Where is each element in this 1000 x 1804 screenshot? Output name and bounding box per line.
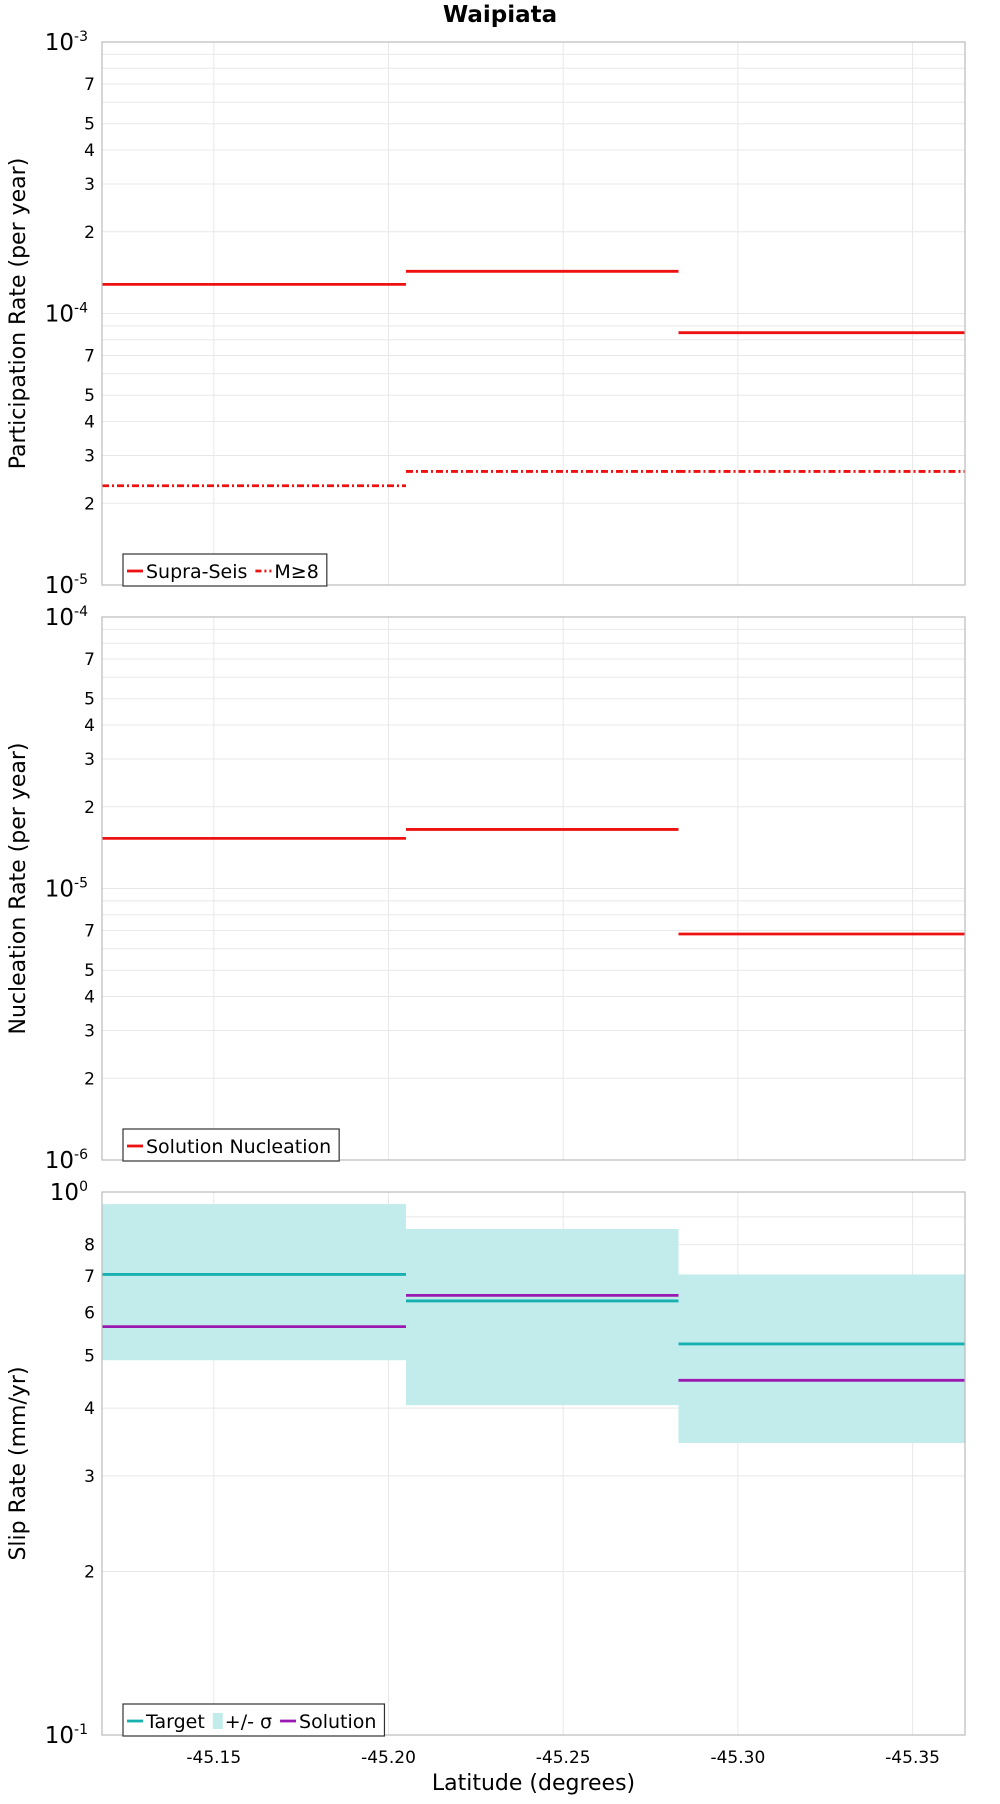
y-axis-label-nucleation: Nucleation Rate (per year) (6, 743, 31, 1035)
y-tick-label: 5 (84, 961, 95, 981)
y-tick-label: 7 (84, 650, 95, 670)
y-decade-base: 10 (45, 573, 74, 599)
y-tick-label: 6 (84, 1303, 95, 1323)
y-tick-label: 5 (84, 1346, 95, 1366)
legend-item-label: Target (145, 1711, 205, 1733)
y-decade-exponent: -3 (74, 29, 88, 45)
y-decade-label: 10-3 (45, 29, 88, 56)
y-tick-label: 3 (84, 175, 95, 195)
legend-box (122, 1128, 340, 1162)
y-decade-exponent: -1 (74, 1722, 88, 1738)
y-decade-label: 10-5 (45, 572, 88, 599)
sigma-band-segment (102, 1204, 406, 1361)
plot-frame-slip (101, 1191, 966, 1736)
y-tick-label: 3 (84, 1021, 95, 1041)
y-tick-label: 4 (84, 988, 95, 1008)
y-decade-label: 10-6 (45, 1147, 88, 1174)
legend-item-label: M≥8 (274, 561, 318, 583)
x-tick-label: -45.15 (186, 1748, 241, 1768)
legend-box (122, 553, 328, 587)
legend-item-label: Supra-Seis (146, 561, 247, 583)
legend-nucleation: Solution Nucleation (122, 1128, 340, 1162)
legend-participation: Supra-Seis M≥8 (122, 553, 328, 587)
y-decade-base: 10 (45, 877, 74, 903)
y-decade-label: 10-5 (45, 876, 88, 903)
y-decade-base: 10 (45, 605, 74, 631)
y-decade-exponent: -5 (74, 572, 88, 588)
y-tick-label: 4 (84, 716, 95, 736)
plot-frame-nucleation (101, 616, 966, 1161)
y-tick-label: 8 (84, 1236, 95, 1256)
y-decade-base: 10 (45, 30, 74, 56)
chart-title: Waipiata (443, 2, 557, 28)
y-tick-label: 7 (84, 922, 95, 942)
legend-item-label: Solution Nucleation (146, 1136, 331, 1158)
y-tick-label: 5 (84, 690, 95, 710)
x-tick-label: -45.35 (885, 1748, 940, 1768)
y-tick-label: 7 (84, 75, 95, 95)
x-tick-label: -45.30 (710, 1748, 765, 1768)
sigma-band-segment (405, 1228, 679, 1406)
y-tick-label: 7 (84, 1267, 95, 1287)
y-decade-label: 10-1 (45, 1722, 88, 1749)
y-decade-base: 10 (45, 1723, 74, 1749)
y-decade-label: 100 (50, 1179, 88, 1206)
x-tick-label: -45.20 (361, 1748, 416, 1768)
plot-frame-participation (101, 41, 966, 586)
y-tick-label: 2 (84, 494, 95, 514)
legend-item-label: Solution (299, 1711, 376, 1733)
legend-slip: Target +/- σ Solution (122, 1703, 386, 1737)
legend-box (122, 1703, 386, 1737)
y-decade-label: 10-4 (45, 604, 88, 631)
y-tick-label: 2 (84, 798, 95, 818)
y-tick-label: 7 (84, 347, 95, 367)
y-decade-label: 10-4 (45, 301, 88, 328)
y-tick-label: 3 (84, 1467, 95, 1487)
y-decade-base: 10 (45, 302, 74, 328)
y-axis-label-participation: Participation Rate (per year) (6, 158, 31, 470)
y-axis-label-slip: Slip Rate (mm/yr) (6, 1366, 31, 1560)
y-tick-label: 3 (84, 750, 95, 770)
x-axis-label: Latitude (degrees) (432, 1771, 635, 1796)
y-decade-exponent: -4 (74, 301, 88, 317)
y-tick-label: 2 (84, 1069, 95, 1089)
y-decade-base: 10 (50, 1180, 79, 1206)
y-decade-base: 10 (45, 1148, 74, 1174)
legend-item-label: +/- σ (225, 1711, 272, 1733)
x-tick-label: -45.25 (536, 1748, 591, 1768)
legend-swatch-band (212, 1713, 223, 1729)
y-tick-label: 4 (84, 141, 95, 161)
y-tick-label: 4 (84, 413, 95, 433)
y-tick-label: 3 (84, 446, 95, 466)
y-tick-label: 5 (84, 115, 95, 135)
y-decade-exponent: -5 (74, 876, 88, 892)
y-tick-label: 2 (84, 223, 95, 243)
y-decade-exponent: 0 (79, 1179, 88, 1195)
y-tick-label: 4 (84, 1399, 95, 1419)
y-decade-exponent: -4 (74, 604, 88, 620)
y-tick-label: 2 (84, 1563, 95, 1583)
sigma-band-segment (678, 1274, 965, 1443)
y-tick-label: 5 (84, 386, 95, 406)
y-decade-exponent: -6 (74, 1147, 88, 1163)
